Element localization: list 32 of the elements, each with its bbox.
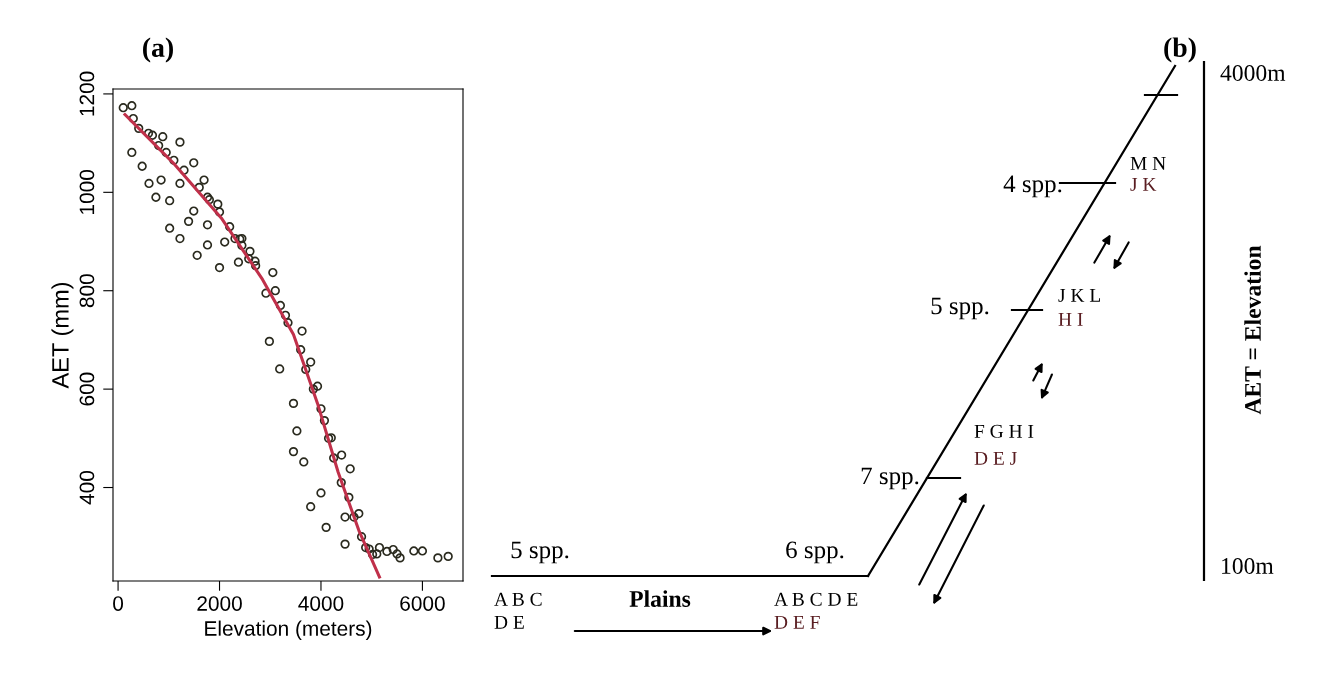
text: 5 spp. [511,541,569,564]
y-tick-label: 800 [79,274,95,308]
text: J K L [1058,288,1101,302]
text: H I [1058,312,1083,326]
y-tick-label: 400 [79,470,95,505]
y-tick-label: 1200 [79,71,95,116]
text: 7 spp. [861,467,919,490]
x-tick-label: 4000 [298,596,344,611]
text: 4000m [1220,64,1286,81]
text: D E [494,615,524,629]
text: (b) [1164,37,1196,63]
text: Plains [629,590,691,607]
text: A B C [494,592,542,606]
y-tick-label: 600 [79,372,95,406]
text: J K [1130,177,1157,191]
chart-title: (a) [143,37,173,63]
text: 6 spp. [786,541,844,564]
x-tick-label: 2000 [197,596,242,611]
y-tick-label: 1000 [79,169,95,214]
text: A B C D E [774,592,858,606]
y-axis-title: AET (mm) [51,282,74,389]
x-tick-label: 0 [113,596,124,611]
x-axis-title: Elevation (meters) [205,620,372,640]
text: 5 spp. [931,297,989,320]
text: AET = Elevation [1244,245,1261,415]
x-tick-label: 6000 [400,596,445,611]
text: D E F [774,615,820,629]
text: 100m [1222,557,1274,574]
text: D E J [974,451,1017,465]
text: F G H I [974,424,1034,438]
text: M N [1130,156,1166,170]
text: 4 spp. [1003,175,1062,198]
